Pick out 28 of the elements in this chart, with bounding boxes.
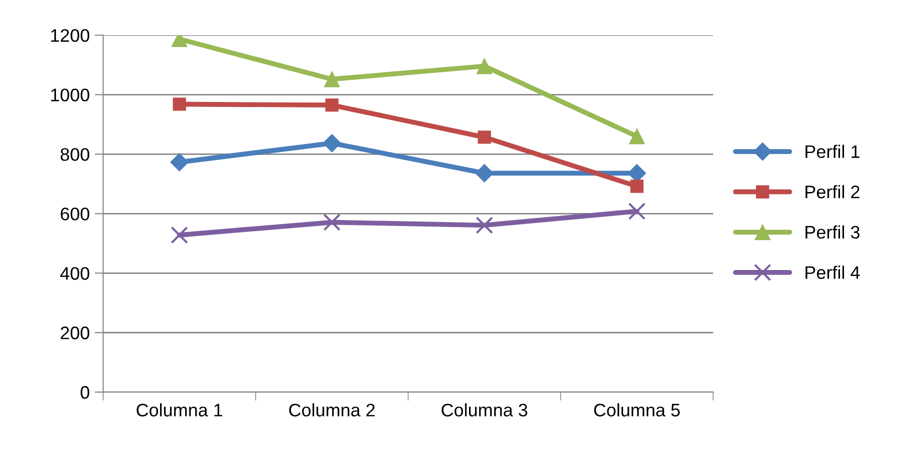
point — [630, 180, 644, 193]
point — [323, 214, 341, 231]
point — [478, 130, 491, 144]
legend-label: Perfil 2 — [806, 185, 860, 198]
point — [170, 153, 189, 172]
legend-label: Perfil 1 — [806, 144, 860, 158]
x-tick-label: Columna 5 — [594, 403, 680, 416]
y-tick-label: 1000 — [51, 88, 90, 102]
y-tick-label: 200 — [60, 326, 90, 340]
legend-label: Perfil 3 — [806, 225, 860, 239]
y-tick-label: 400 — [60, 267, 90, 280]
point — [628, 128, 645, 144]
y-tick-label: 800 — [60, 148, 90, 161]
point — [322, 134, 342, 152]
point — [324, 71, 340, 88]
point — [628, 202, 646, 220]
point — [476, 216, 494, 234]
y-tick-label: 1200 — [51, 29, 90, 42]
point — [170, 226, 188, 244]
y-tick-label: 600 — [60, 208, 90, 220]
y-tick-label: 0 — [80, 386, 90, 399]
x-tick-label: Columna 3 — [442, 403, 528, 416]
point — [172, 98, 186, 111]
legend-label: Perfil 4 — [806, 266, 860, 279]
point — [325, 98, 339, 112]
point — [476, 58, 492, 74]
x-tick-label: Columna 2 — [289, 403, 375, 416]
x-tick-label: Columna 1 — [136, 403, 222, 416]
